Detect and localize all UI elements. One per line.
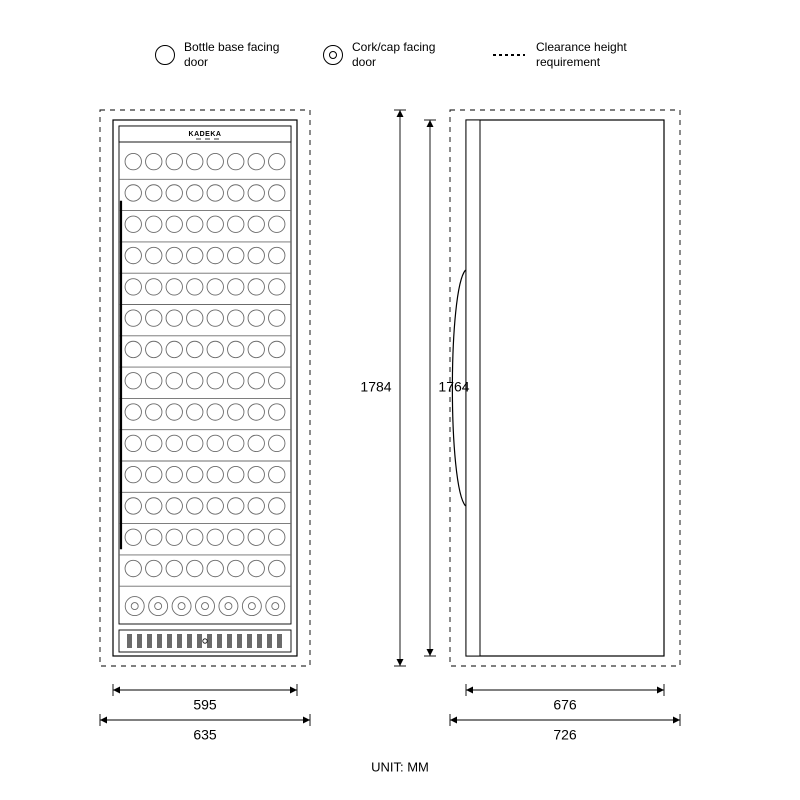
svg-text:726: 726 [553, 727, 577, 743]
svg-text:1784: 1784 [360, 379, 391, 395]
svg-text:KADEKA: KADEKA [189, 131, 222, 138]
legend: Bottle base facing door Cork/cap facing … [0, 40, 800, 70]
legend-item-clearance: Clearance height requirement [490, 40, 646, 70]
front-view: KADEKA 595 635 [100, 110, 310, 743]
dimension-diagram: KADEKA 595 635 1784 1764 676 726 UNIT: MM [0, 0, 800, 800]
dashed-line-icon [490, 44, 528, 66]
legend-item-cork-cap: Cork/cap facing door [322, 40, 462, 70]
svg-text:595: 595 [193, 697, 217, 713]
circle-open-icon [154, 44, 176, 66]
svg-text:676: 676 [553, 697, 577, 713]
side-view: 1784 1764 676 726 [360, 110, 680, 743]
diagram-container: Bottle base facing door Cork/cap facing … [0, 0, 800, 800]
legend-label: Bottle base facing door [184, 40, 294, 70]
legend-item-bottle-base: Bottle base facing door [154, 40, 294, 70]
circle-double-icon [322, 44, 344, 66]
svg-text:635: 635 [193, 727, 217, 743]
legend-label: Cork/cap facing door [352, 40, 462, 70]
legend-label: Clearance height requirement [536, 40, 646, 70]
svg-text:1764: 1764 [438, 379, 469, 395]
svg-text:UNIT: MM: UNIT: MM [371, 759, 429, 774]
